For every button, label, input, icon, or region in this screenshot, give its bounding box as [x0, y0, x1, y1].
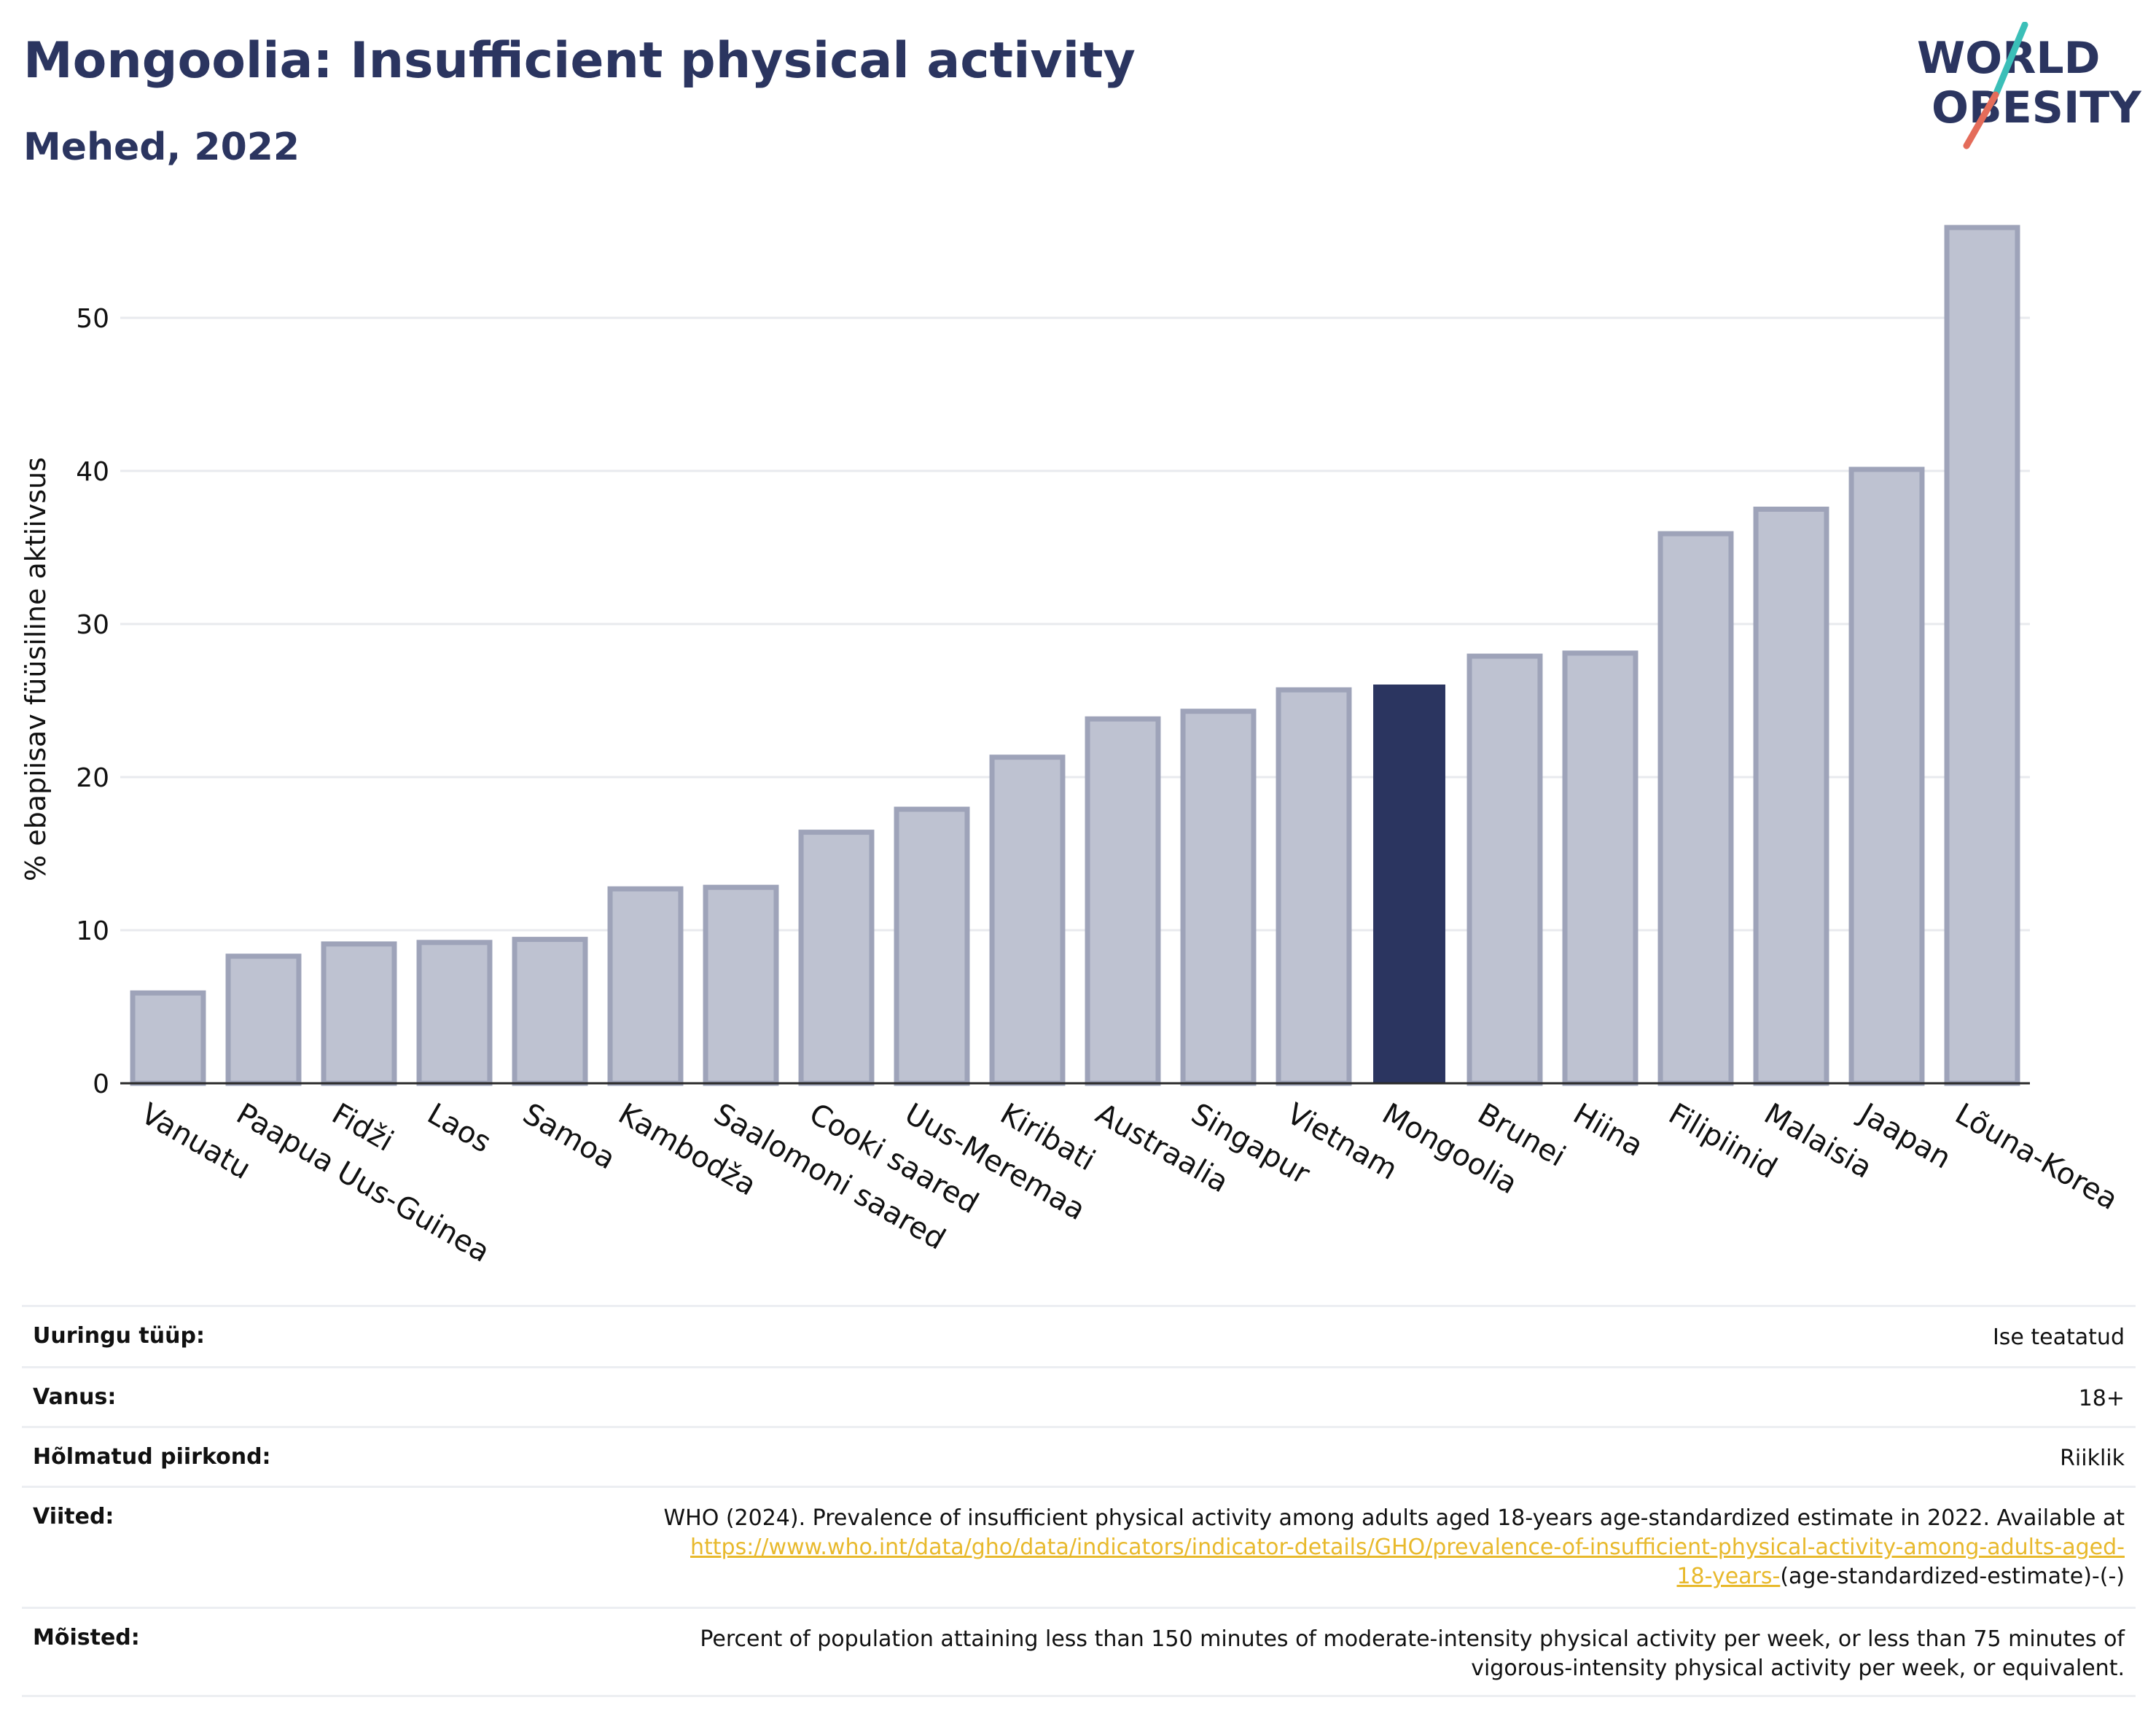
x-tick-label: Samoa: [517, 1097, 621, 1177]
bar-highlighted: [1373, 685, 1445, 1084]
info-row-coverage: Hõlmatud piirkond: Riiklik: [22, 1426, 2136, 1486]
x-tick-label: Hiina: [1568, 1097, 1649, 1163]
y-axis-label: % ebapiisav füüsiline aktiivsus: [20, 457, 52, 881]
grid-lines: [120, 316, 2030, 932]
info-value: 18+: [2078, 1386, 2125, 1411]
x-tick-label: Laos: [422, 1097, 497, 1160]
bar: [798, 830, 875, 1086]
definition-line: Percent of population attaining less tha…: [700, 1626, 2125, 1652]
info-label: Vanus:: [33, 1384, 117, 1410]
bar: [321, 941, 397, 1086]
bar: [512, 937, 588, 1086]
bar: [703, 884, 779, 1086]
bar: [1180, 709, 1257, 1086]
info-row-survey-type: Uuringu tüüp: Ise teatatud: [22, 1305, 2136, 1366]
x-tick-label: Malaisia: [1759, 1097, 1878, 1185]
y-tick-label: 30: [76, 610, 109, 640]
y-axis-ticks: 0 10 20 30 40 50: [76, 304, 109, 1099]
bar: [1562, 650, 1639, 1086]
x-tick-label: Filipiinid: [1663, 1097, 1783, 1185]
bar: [894, 806, 970, 1086]
reference-link[interactable]: https://www.who.int/data/gho/data/indica…: [690, 1535, 2125, 1560]
bar: [1657, 531, 1734, 1086]
bar: [1753, 507, 1829, 1086]
bar: [989, 755, 1066, 1086]
info-label: Mõisted:: [33, 1625, 140, 1650]
reference-suffix: (age-standardized-estimate)-(-): [1780, 1564, 2125, 1589]
bar: [130, 990, 206, 1086]
reference-text: WHO (2024). Prevalence of insufficient p…: [663, 1505, 2125, 1531]
logo-slash-bottom: [1963, 91, 1999, 149]
page-title: Mongoolia: Insufficient physical activit…: [23, 32, 1136, 90]
info-row-age: Vanus: 18+: [22, 1366, 2136, 1426]
y-tick-label: 10: [76, 916, 109, 946]
y-tick-label: 20: [76, 763, 109, 793]
bar: [1276, 687, 1352, 1086]
bar: [607, 886, 684, 1086]
world-obesity-logo: WORLD OBESITY: [1917, 22, 2142, 149]
info-table: Uuringu tüüp: Ise teatatud Vanus: 18+ Hõ…: [22, 1305, 2136, 1697]
bar: [416, 940, 493, 1086]
bar: [1466, 653, 1543, 1086]
bar: [1848, 467, 1925, 1086]
bar-chart: 0 10 20 30 40 50 % ebapiisav füüsiline aktiiv…: [20, 225, 2124, 1268]
bar: [225, 954, 302, 1086]
info-value: Ise teatatud: [1992, 1325, 2125, 1350]
info-row-references: Viited: WHO (2024). Prevalence of insuff…: [22, 1486, 2136, 1607]
bars: [130, 225, 2020, 1086]
definition-line: vigorous-intensity physical activity per…: [1471, 1656, 2125, 1681]
reference-link-cont[interactable]: 18-years-: [1676, 1564, 1781, 1589]
info-label: Uuringu tüüp:: [33, 1323, 205, 1349]
info-label: Viited:: [33, 1504, 114, 1529]
logo-word-obesity: OBESITY: [1932, 82, 2142, 133]
info-value: Percent of population attaining less tha…: [700, 1625, 2125, 1683]
bar: [1944, 225, 2020, 1086]
info-label: Hõlmatud piirkond:: [33, 1444, 271, 1470]
info-row-definitions: Mõisted: Percent of population attaining…: [22, 1607, 2136, 1697]
y-tick-label: 0: [93, 1069, 109, 1099]
y-tick-label: 50: [76, 304, 109, 334]
bar: [1085, 716, 1161, 1086]
y-tick-label: 40: [76, 457, 109, 487]
x-tick-label: Vanuatu: [136, 1097, 257, 1186]
info-value: WHO (2024). Prevalence of insufficient p…: [663, 1504, 2125, 1591]
info-value: Riiklik: [2060, 1446, 2125, 1471]
x-tick-label: Lõuna-Korea: [1950, 1097, 2124, 1217]
logo-slash-top: [1992, 22, 2028, 98]
page-subtitle: Mehed, 2022: [23, 125, 300, 169]
